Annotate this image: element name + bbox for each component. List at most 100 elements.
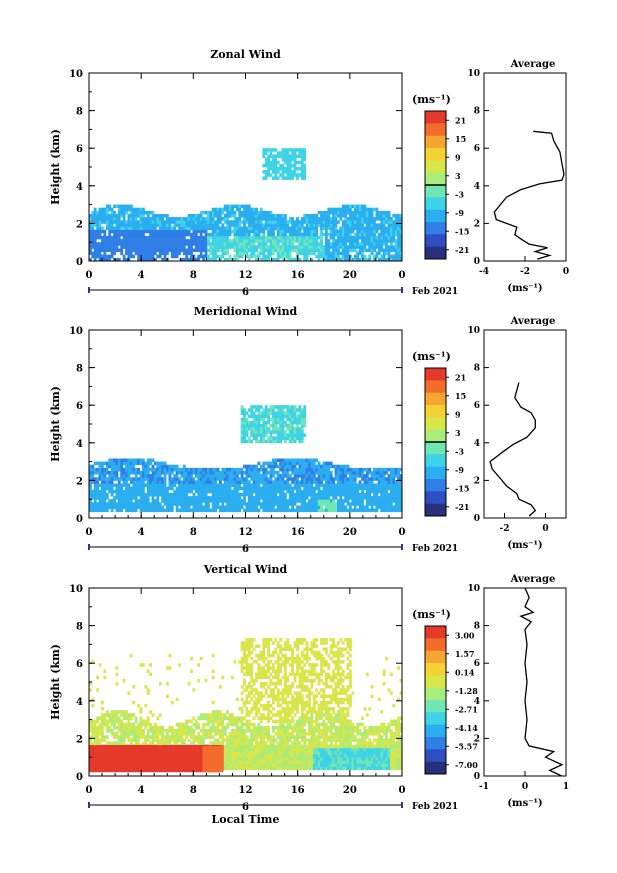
heatmap-cell	[149, 467, 152, 472]
heatmap-cell	[276, 232, 280, 237]
heatmap-cell	[161, 226, 164, 230]
heatmap-cell	[240, 408, 244, 412]
heatmap-cell	[312, 217, 316, 221]
heatmap-cell	[291, 148, 294, 152]
heatmap-cell	[387, 210, 391, 215]
heatmap-cell	[399, 496, 403, 500]
heatmap-cell	[226, 223, 229, 227]
heatmap-cell	[117, 496, 121, 500]
heatmap-cell	[243, 489, 246, 494]
heatmap-cell	[329, 492, 333, 497]
heatmap-cell	[334, 483, 338, 487]
heatmap-cell	[235, 483, 239, 487]
heatmap-cell	[276, 439, 280, 444]
heatmap-cell	[194, 480, 198, 484]
heatmap-cell	[103, 505, 107, 509]
heatmap-cell	[286, 483, 290, 487]
heatmap-cell	[351, 226, 355, 230]
heatmap-cell	[202, 254, 205, 259]
heatmap-cell	[380, 242, 384, 246]
heatmap-cell	[243, 464, 246, 469]
heatmap-cell	[235, 226, 239, 230]
heatmap-cell	[344, 483, 347, 487]
heatmap-cell	[101, 729, 104, 733]
heatmap-cell	[293, 151, 297, 155]
heatmap-cell	[315, 245, 319, 249]
heatmap-cell	[281, 420, 285, 425]
heatmap-cell	[320, 226, 323, 230]
heatmap-cell	[226, 242, 229, 246]
heatmap-cell	[154, 232, 157, 237]
heatmap-cell	[327, 248, 331, 252]
heatmap-cell	[286, 173, 290, 177]
heatmap-cell	[303, 226, 307, 230]
heatmap-cell	[161, 214, 164, 218]
heatmap-cell	[158, 242, 162, 246]
heatmap-cell	[262, 414, 266, 419]
avg-x-tick-label: 0	[542, 524, 548, 534]
heatmap-cell	[226, 245, 229, 249]
heatmap-cell	[320, 248, 323, 252]
heatmap-cell	[122, 254, 126, 259]
heatmap-cell	[382, 508, 386, 513]
heatmap-cell	[284, 436, 287, 440]
heatmap-cell	[325, 220, 328, 224]
heatmap-cell	[185, 483, 189, 487]
heatmap-cell	[390, 496, 393, 500]
heatmap-cell	[219, 235, 222, 240]
heatmap-cell	[245, 245, 249, 249]
colorbar-tick-label: -9	[455, 208, 464, 218]
heatmap-cell	[344, 251, 347, 256]
heatmap-cell	[353, 226, 357, 230]
heatmap-cell	[327, 499, 331, 503]
heatmap-cell	[113, 471, 116, 475]
heatmap-cell	[154, 245, 157, 249]
heatmap-cell	[98, 477, 102, 481]
avg-x-axis-label: (ms⁻¹)	[507, 540, 542, 551]
heatmap-cell	[267, 257, 270, 262]
heatmap-cell	[158, 254, 162, 259]
heatmap-cell	[163, 242, 167, 246]
heatmap-cell	[305, 480, 309, 484]
heatmap-cell	[221, 217, 225, 221]
heatmap-cell	[158, 223, 162, 227]
heatmap-cell	[91, 489, 95, 494]
heatmap-cell	[233, 248, 237, 252]
heatmap-cell	[98, 663, 102, 667]
heatmap-cell	[257, 220, 261, 224]
heatmap-cell	[308, 499, 311, 503]
colorbar-tick-label: 15	[455, 134, 466, 144]
heatmap-cell	[264, 257, 268, 262]
heatmap-cell	[327, 474, 331, 478]
heatmap-cell	[146, 245, 150, 249]
heatmap-cell	[110, 492, 114, 497]
heatmap-cell	[137, 502, 140, 506]
heatmap-cell	[202, 477, 205, 481]
heatmap-cell	[192, 477, 196, 481]
heatmap-cell	[327, 226, 331, 230]
heatmap-cell	[320, 223, 323, 227]
heatmap-cell	[305, 254, 309, 259]
heatmap-cell	[180, 257, 184, 262]
x-tick-label: 8	[190, 270, 197, 281]
heatmap-cell	[139, 480, 143, 484]
heatmap-cell	[387, 229, 391, 234]
heatmap-cell	[192, 471, 196, 475]
heatmap-cell	[240, 471, 244, 475]
colorbar-tick-label: -21	[455, 502, 469, 512]
heatmap-cell	[161, 239, 164, 243]
heatmap-cell	[298, 427, 302, 431]
heatmap-cell	[264, 489, 268, 494]
heatmap-cell	[339, 474, 343, 478]
heatmap-cell	[397, 467, 400, 472]
heatmap-cell	[327, 217, 331, 221]
heatmap-cell	[368, 229, 372, 234]
heatmap-cell	[125, 461, 128, 466]
heatmap-cell	[149, 229, 152, 234]
heatmap-cell	[223, 235, 227, 240]
heatmap-cell	[272, 223, 275, 227]
heatmap-cell	[170, 467, 174, 472]
heatmap-cell	[146, 483, 150, 487]
heatmap-cell	[207, 480, 210, 484]
heatmap-cell	[380, 508, 384, 513]
